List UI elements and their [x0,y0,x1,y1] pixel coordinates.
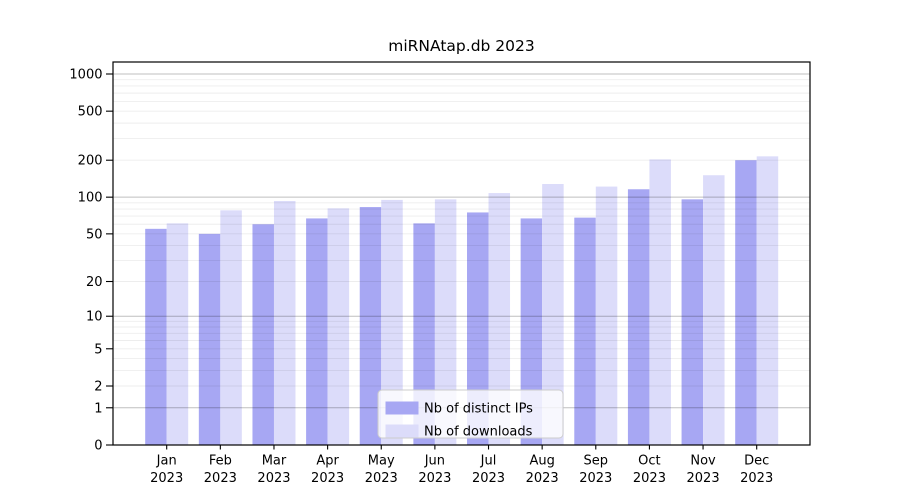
bar-nb-of-distinct-ips-dec-2023 [735,160,757,445]
y-tick-label: 2 [94,380,102,395]
x-tick-label-year: 2023 [365,471,398,486]
y-tick-label: 5 [94,342,102,357]
y-tick-label: 500 [78,105,103,120]
bar-nb-of-downloads-mar-2023 [273,201,296,445]
y-tick-label: 50 [86,227,103,242]
bar-nb-of-distinct-ips-apr-2023 [306,218,328,445]
y-tick-label: 1 [94,401,102,416]
bar-nb-of-downloads-sep-2023 [595,186,618,445]
x-tick-label-month: Jan [156,454,177,469]
x-tick-label-month: May [368,454,395,469]
bar-nb-of-distinct-ips-oct-2023 [627,189,650,445]
x-tick-label-month: Jun [424,454,445,469]
legend-swatch-distinct-ips [385,401,419,415]
x-tick-label-year: 2023 [257,471,290,486]
x-tick-label-year: 2023 [311,471,344,486]
bar-nb-of-downloads-apr-2023 [327,208,350,445]
bar-nb-of-downloads-dec-2023 [756,156,779,445]
legend-label-downloads: Nb of downloads [424,425,533,440]
x-tick-label-month: Sep [584,454,609,469]
legend-swatch-downloads [385,424,419,438]
y-tick-label: 100 [78,191,103,206]
bars-layer [145,156,779,445]
x-tick-label-year: 2023 [687,471,720,486]
x-tick-label-month: Aug [529,454,554,469]
bar-nb-of-distinct-ips-nov-2023 [681,199,704,445]
x-tick-label-year: 2023 [633,471,666,486]
bar-nb-of-downloads-aug-2023 [542,184,564,445]
y-axis: 0 1 2 5 10 20 50 100 200 500 1000 [69,68,113,454]
bar-nb-of-distinct-ips-jan-2023 [145,228,167,445]
bar-nb-of-distinct-ips-may-2023 [359,207,382,445]
x-tick-label-month: Mar [262,454,287,469]
plot-border [112,61,811,446]
bar-nb-of-downloads-jun-2023 [434,199,457,445]
bar-nb-of-downloads-jul-2023 [488,193,511,445]
x-tick-label-year: 2023 [150,471,183,486]
x-axis: Jan 2023 Feb 2023 Mar 2023 Apr 2023 May 2023 Jun 20… [150,445,773,486]
x-tick-label-month: Dec [744,454,769,469]
chart-title: miRNAtap.db 2023 [388,37,535,55]
bar-nb-of-downloads-feb-2023 [220,210,242,445]
bar-nb-of-downloads-oct-2023 [649,159,671,445]
y-tick-label: 20 [86,275,103,290]
legend-label-distinct-ips: Nb of distinct IPs [424,402,533,417]
legend-box [377,389,564,439]
y-tick-label: 1000 [69,68,102,83]
bar-nb-of-distinct-ips-sep-2023 [574,217,596,445]
bar-nb-of-downloads-nov-2023 [703,175,725,445]
x-tick-label-year: 2023 [579,471,612,486]
bar-nb-of-distinct-ips-jul-2023 [467,212,489,445]
bar-nb-of-distinct-ips-feb-2023 [198,233,221,445]
gridlines-layer [113,73,810,409]
y-tick-label: 10 [86,310,103,325]
x-tick-label-month: Jul [480,454,497,469]
x-tick-label-month: Apr [316,454,339,469]
x-tick-label-year: 2023 [526,471,559,486]
legend: Nb of distinct IPs Nb of downloads [377,389,564,440]
x-tick-label-year: 2023 [418,471,451,486]
y-tick-label: 0 [94,439,102,454]
x-tick-label-month: Nov [690,454,716,469]
x-tick-label-year: 2023 [472,471,505,486]
bar-nb-of-distinct-ips-mar-2023 [252,224,274,445]
bar-nb-of-downloads-jan-2023 [166,223,189,445]
bar-nb-of-downloads-may-2023 [381,199,403,445]
x-tick-label-month: Oct [638,454,660,469]
x-tick-label-month: Feb [209,454,232,469]
y-tick-label: 200 [78,154,103,169]
x-tick-label-year: 2023 [740,471,773,486]
x-tick-label-year: 2023 [204,471,237,486]
bar-nb-of-distinct-ips-aug-2023 [520,218,543,445]
